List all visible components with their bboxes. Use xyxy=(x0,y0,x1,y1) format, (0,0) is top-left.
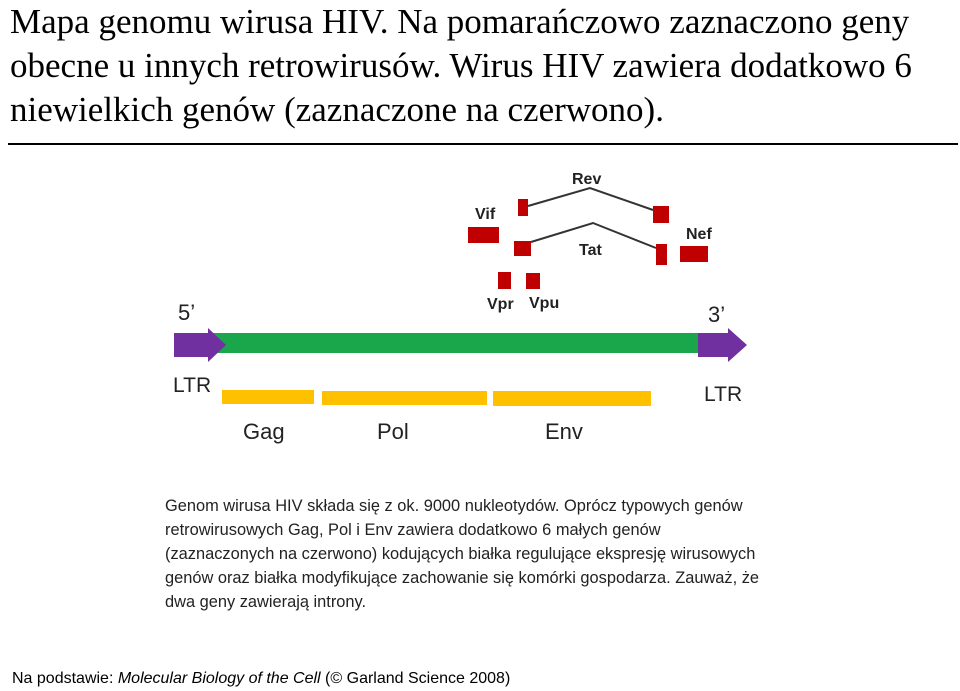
ltr-arrow-right xyxy=(698,328,747,362)
genome-bar xyxy=(196,333,704,353)
gene-vpr-block xyxy=(498,272,511,289)
gene-pol-bar xyxy=(322,391,487,405)
gene-rev-block-2 xyxy=(653,206,669,223)
gene-vif-label: Vif xyxy=(475,206,496,223)
gene-gag-bar xyxy=(222,390,314,404)
footnote-prefix: Na podstawie: xyxy=(12,670,118,687)
gene-vpu-label: Vpu xyxy=(529,295,559,312)
gene-nef-block xyxy=(680,246,708,262)
gene-tat-block-2 xyxy=(656,244,667,265)
gene-vpr-label: Vpr xyxy=(487,296,514,313)
title-divider xyxy=(8,143,958,145)
gene-pol-label: Pol xyxy=(377,419,409,444)
three-prime-label: 3’ xyxy=(708,302,725,327)
gene-nef-label: Nef xyxy=(686,226,712,243)
ltr-arrow-left xyxy=(174,328,226,362)
rev-intron-line xyxy=(527,186,654,211)
slide-title: Mapa genomu wirusa HIV. Na pomarańczowo … xyxy=(10,2,912,129)
footnote-book-title: Molecular Biology of the Cell xyxy=(117,670,321,687)
gene-rev-label: Rev xyxy=(572,171,601,188)
five-prime-label: 5’ xyxy=(178,300,195,325)
source-footnote: Na podstawie: Molecular Biology of the C… xyxy=(12,669,510,689)
ltr-label-left: LTR xyxy=(173,374,211,397)
gene-vpu-block xyxy=(526,273,540,289)
gene-env-label: Env xyxy=(545,419,583,444)
gene-rev-block-1 xyxy=(518,199,528,216)
gene-env-bar xyxy=(493,391,651,406)
ltr-label-right: LTR xyxy=(704,383,742,406)
gene-vif-block xyxy=(468,227,499,243)
footnote-suffix: (© Garland Science 2008) xyxy=(320,670,511,687)
gene-tat-label: Tat xyxy=(579,242,602,259)
figure-caption: Genom wirusa HIV składa się z ok. 9000 n… xyxy=(165,497,760,611)
tat-intron-line xyxy=(530,221,657,249)
gene-tat-block-1 xyxy=(514,241,531,256)
gene-gag-label: Gag xyxy=(243,419,285,444)
